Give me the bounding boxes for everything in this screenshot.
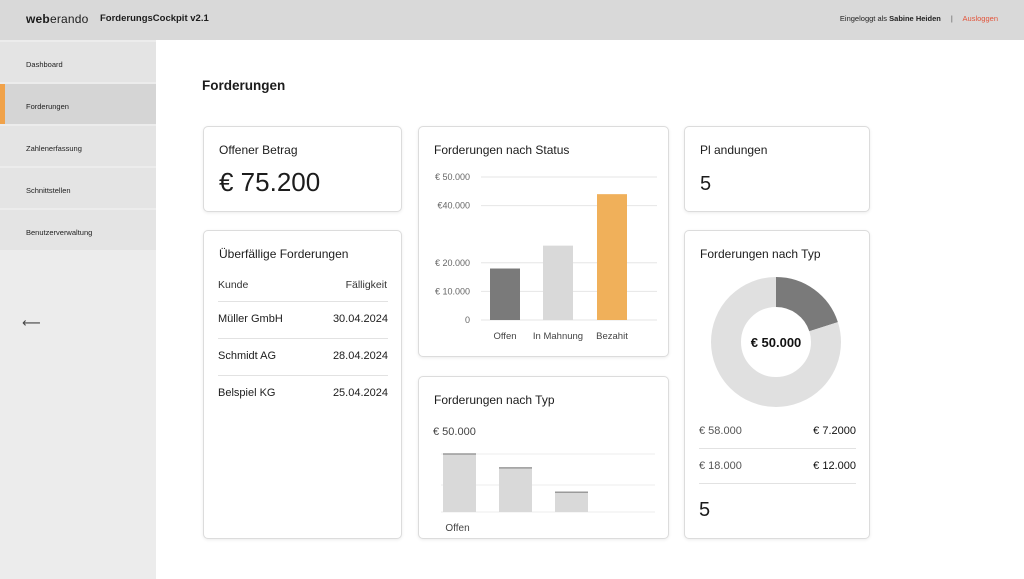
sidebar-item-benutzerverwaltung[interactable]: Benutzerverwaltung — [0, 210, 156, 250]
type-donut-card: Forderungen nach Typ € 50.000 € 58.000 €… — [684, 230, 870, 539]
legend-left-value: € 18.000 — [699, 460, 742, 472]
row-due: 28.04.2024 — [332, 350, 388, 362]
type-chart-title: Forderungen nach Typ — [434, 393, 555, 407]
logo-part1: web — [26, 12, 50, 26]
bar — [443, 454, 476, 512]
x-tick-label: Offen — [493, 331, 516, 342]
user-area: Eingeloggt als Sabine Heiden | Ausloggen — [840, 14, 998, 23]
bar — [499, 467, 532, 512]
row-due: 25.04.2024 — [332, 387, 388, 399]
type-chart-top-value: € 50.000 — [433, 426, 476, 438]
type-donut-title: Forderungen nach Typ — [700, 247, 821, 261]
type-chart-card: Forderungen nach Typ € 50.000 Offen — [418, 376, 669, 539]
status-chart-title: Forderungen nach Status — [434, 143, 570, 157]
logo-part2: erando — [49, 12, 89, 26]
logo[interactable]: weberando — [26, 12, 89, 26]
status-chart-card: Forderungen nach Status 0 € 10.000 € 20.00… — [418, 126, 669, 357]
row-due: 30.04.2024 — [332, 313, 388, 325]
top-bar: weberando ForderungsCockpit v2.1 Eingelo… — [0, 0, 1024, 40]
bar — [490, 268, 520, 320]
table-row[interactable]: Belspiel KG 25.04.2024 — [218, 375, 388, 412]
donut-center-label: € 50.000 — [751, 335, 802, 350]
legend-row: € 18.000 € 12.000 — [699, 449, 856, 484]
x-tick-label: In Mahnung — [533, 331, 583, 342]
page-title: Forderungen — [202, 78, 286, 93]
logout-link[interactable]: Ausloggen — [962, 14, 998, 23]
sidebar: Dashboard Forderungen Zahlenerfassung Sc… — [0, 40, 156, 579]
overdue-title: Überfällige Forderungen — [219, 247, 349, 261]
sidebar-item-dashboard[interactable]: Dashboard — [0, 42, 156, 82]
legend-right-value: € 12.000 — [813, 460, 856, 472]
pfaendungen-value: 5 — [700, 173, 712, 195]
bar — [555, 492, 588, 512]
row-customer: Müller GmbH — [218, 313, 283, 325]
separator: | — [950, 14, 953, 23]
type-donut-bottom-value: 5 — [699, 499, 711, 521]
y-tick-label: €40.000 — [437, 201, 470, 211]
status-bar-chart: 0 € 10.000 € 20.000 €40.000 € 50.000 Offen In … — [435, 172, 657, 342]
bar — [543, 245, 573, 320]
arrow-left-icon[interactable]: ⟵ — [22, 315, 41, 330]
user-name: Sabine Heiden — [889, 14, 941, 23]
pfaendungen-card: Pl andungen 5 — [684, 126, 870, 212]
legend-row: € 58.000 € 7.2000 — [699, 414, 856, 449]
sidebar-item-forderungen[interactable]: Forderungen — [0, 84, 156, 124]
pie-slice — [711, 277, 841, 407]
y-tick-label: € 50.000 — [435, 172, 470, 182]
row-customer: Belspiel KG — [218, 387, 276, 399]
y-tick-label: € 20.000 — [435, 258, 470, 268]
legend-right-value: € 7.2000 — [813, 425, 856, 437]
sidebar-item-schnittstellen[interactable]: Schnittstellen — [0, 168, 156, 208]
type-bar-chart: Offen — [441, 453, 655, 534]
y-tick-label: 0 — [465, 315, 470, 325]
pfaendungen-title: Pl andungen — [700, 143, 768, 157]
x-tick-label: Offen — [445, 523, 469, 534]
y-tick-label: € 10.000 — [435, 286, 470, 296]
row-customer: Schmidt AG — [218, 350, 277, 362]
app-title: ForderungsCockpit v2.1 — [100, 13, 209, 24]
open-amount-value: € 75.200 — [219, 167, 321, 197]
logged-in-prefix: Eingeloggt als — [839, 14, 888, 23]
sidebar-item-zahlenerfassung[interactable]: Zahlenerfassung — [0, 126, 156, 166]
col-header-customer: Kunde — [218, 279, 249, 291]
type-donut-chart: € 50.000 — [711, 277, 841, 407]
open-amount-title: Offener Betrag — [219, 143, 298, 157]
overdue-card: Überfällige Forderungen Kunde Fälligkeit… — [203, 230, 402, 539]
x-tick-label: Bezahit — [596, 331, 628, 342]
table-row[interactable]: Müller GmbH 30.04.2024 — [218, 301, 388, 338]
bar — [597, 194, 627, 320]
legend-left-value: € 58.000 — [699, 425, 742, 437]
table-row[interactable]: Schmidt AG 28.04.2024 — [218, 338, 388, 375]
open-amount-card: Offener Betrag € 75.200 — [203, 126, 402, 212]
col-header-due: Fälligkeit — [345, 279, 387, 291]
